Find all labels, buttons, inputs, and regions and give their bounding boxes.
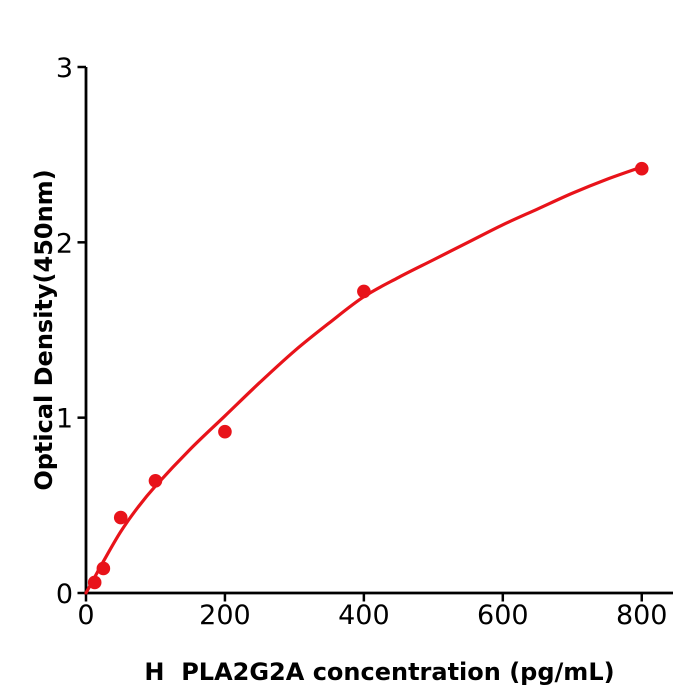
fit-curve xyxy=(84,165,644,595)
data-point xyxy=(218,424,232,439)
y-tick-label: 2 xyxy=(56,228,73,259)
x-tick-label: 600 xyxy=(477,600,529,631)
data-point xyxy=(113,510,128,525)
data-point xyxy=(357,284,371,299)
y-tick-label: 3 xyxy=(56,53,73,84)
y-tick-label: 0 xyxy=(56,579,73,610)
x-tick-label: 0 xyxy=(77,600,94,631)
data-point xyxy=(96,561,111,576)
y-axis-title: Optical Density(450nm) xyxy=(30,169,58,491)
x-axis-title: H PLA2G2A concentration (pg/mL) xyxy=(144,658,615,686)
data-point xyxy=(634,161,649,176)
data-point xyxy=(148,473,163,488)
x-tick-label: 800 xyxy=(616,600,668,631)
y-tick-label: 1 xyxy=(56,404,73,435)
x-tick-label: 400 xyxy=(338,600,390,631)
x-tick-label: 200 xyxy=(199,600,251,631)
data-point xyxy=(87,575,102,590)
